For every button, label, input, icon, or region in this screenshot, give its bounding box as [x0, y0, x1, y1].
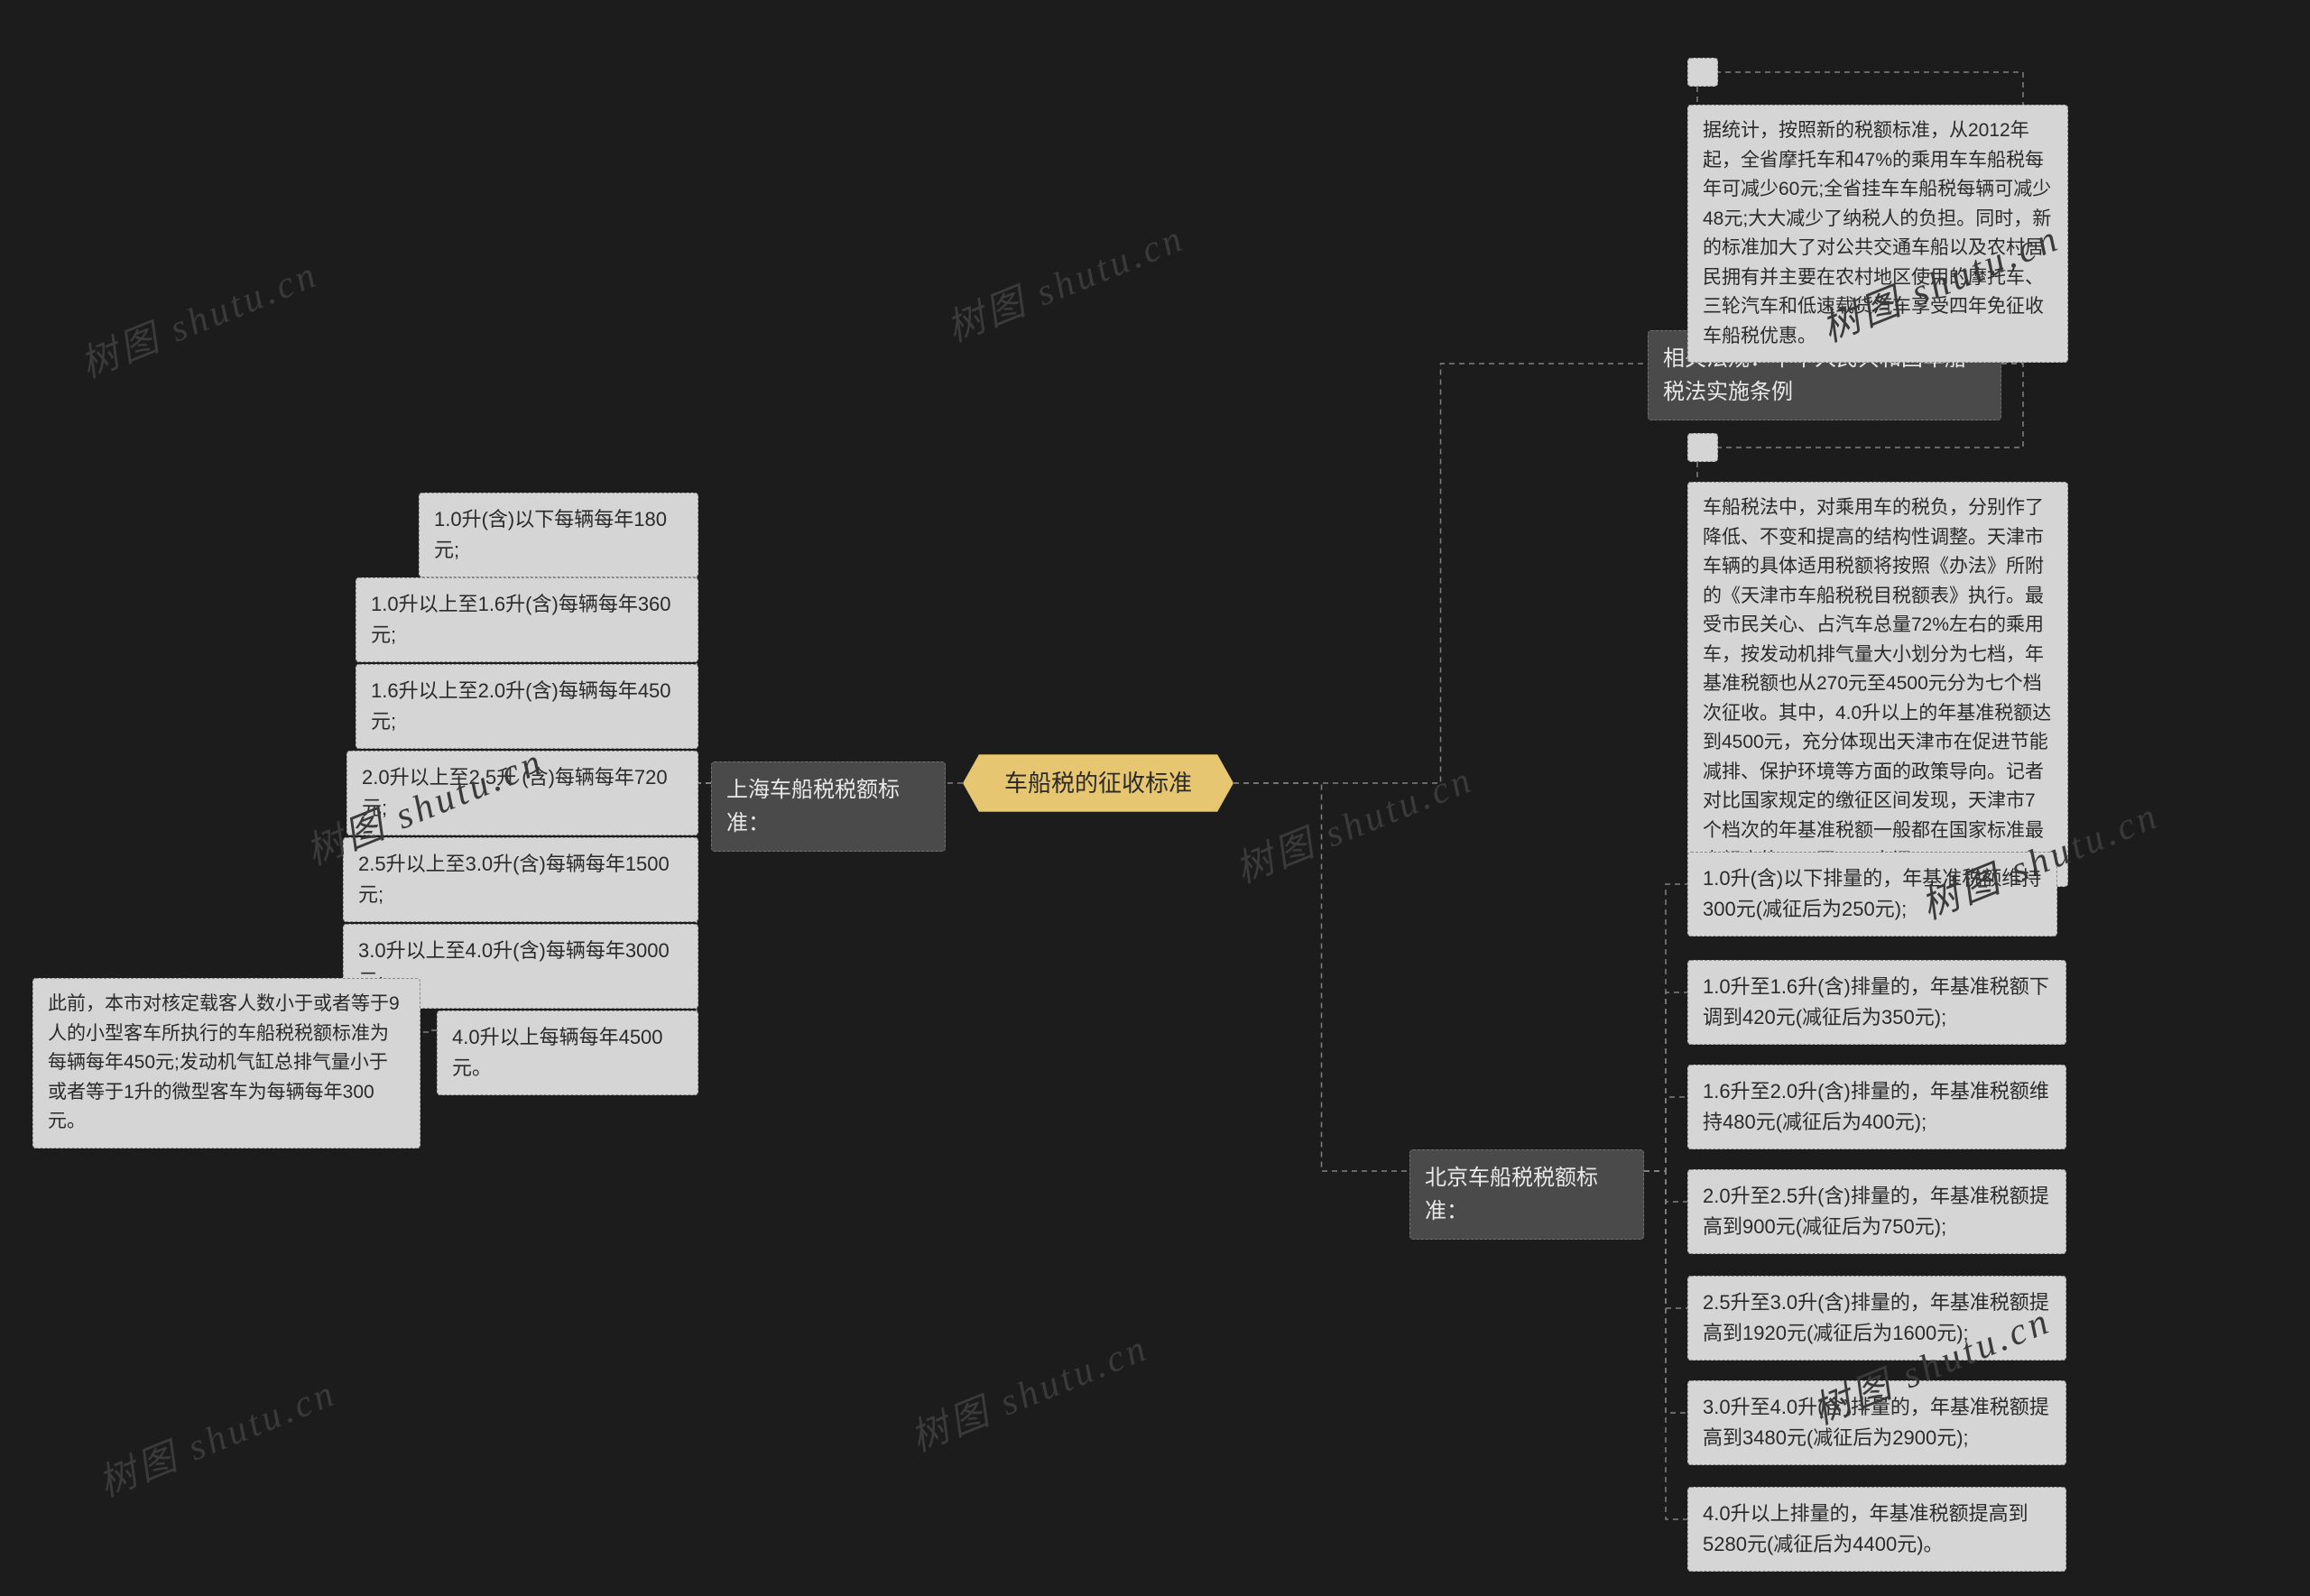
beijing-leaf-4: 2.5升至3.0升(含)排量的，年基准税额提高到1920元(减征后为1600元)… [1687, 1276, 2066, 1361]
beijing-leaf-4-label: 2.5升至3.0升(含)排量的，年基准税额提高到1920元(减征后为1600元)… [1703, 1291, 2049, 1344]
root-node: 车船税的征收标准 [963, 754, 1234, 812]
regulation-leaf-1 [1687, 433, 1718, 462]
regulation-leaf-0-child: 据统计，按照新的税额标准，从2012年起，全省摩托车和47%的乘用车车船税每年可… [1687, 105, 2068, 363]
watermark-4: 树图 shutu.cn [1226, 749, 1481, 894]
beijing-leaf-1: 1.0升至1.6升(含)排量的，年基准税额下调到420元(减征后为350元); [1687, 960, 2066, 1045]
beijing-leaf-6: 4.0升以上排量的，年基准税额提高到5280元(减征后为4400元)。 [1687, 1487, 2066, 1572]
beijing-leaf-0-label: 1.0升(含)以下排量的，年基准税额维持300元(减征后为250元); [1703, 867, 2041, 920]
shanghai-leaf-4: 2.5升以上至3.0升(含)每辆每年1500元; [343, 837, 698, 922]
branch-beijing: 北京车船税税额标准： [1409, 1149, 1644, 1240]
beijing-leaf-2: 1.6升至2.0升(含)排量的，年基准税额维持480元(减征后为400元); [1687, 1065, 2066, 1149]
shanghai-leaf-2-label: 1.6升以上至2.0升(含)每辆每年450元; [371, 679, 671, 733]
branch-shanghai-label: 上海车船税税额标准： [726, 778, 900, 835]
shanghai-leaf-3: 2.0升以上至2.5升 (含)每辆每年720元; [346, 751, 698, 835]
shanghai-leaf-0-label: 1.0升(含)以下每辆每年180元; [434, 508, 667, 561]
watermark-6: 树图 shutu.cn [89, 1362, 344, 1508]
watermark-7: 树图 shutu.cn [901, 1317, 1156, 1462]
regulation-leaf-0 [1687, 58, 1718, 87]
watermark-0: 树图 shutu.cn [71, 244, 326, 389]
shanghai-leaf-1: 1.0升以上至1.6升(含)每辆每年360元; [356, 577, 698, 662]
shanghai-leaf-3-label: 2.0升以上至2.5升 (含)每辆每年720元; [362, 766, 668, 819]
beijing-leaf-5: 3.0升至4.0升(含)排量的，年基准税额提高到3480元(减征后为2900元)… [1687, 1380, 2066, 1465]
beijing-leaf-5-label: 3.0升至4.0升(含)排量的，年基准税额提高到3480元(减征后为2900元)… [1703, 1396, 2049, 1449]
beijing-leaf-2-label: 1.6升至2.0升(含)排量的，年基准税额维持480元(减征后为400元); [1703, 1080, 2049, 1133]
regulation-leaf-1-child: 车船税法中，对乘用车的税负，分别作了降低、不变和提高的结构性调整。天津市车辆的具… [1687, 482, 2068, 887]
beijing-leaf-3-label: 2.0升至2.5升(含)排量的，年基准税额提高到900元(减征后为750元); [1703, 1185, 2049, 1238]
beijing-leaf-3: 2.0升至2.5升(含)排量的，年基准税额提高到900元(减征后为750元); [1687, 1169, 2066, 1254]
shanghai-leaf-2: 1.6升以上至2.0升(含)每辆每年450元; [356, 664, 698, 749]
regulation-leaf-1-child-label: 车船税法中，对乘用车的税负，分别作了降低、不变和提高的结构性调整。天津市车辆的具… [1703, 497, 2051, 871]
branch-beijing-label: 北京车船税税额标准： [1425, 1166, 1598, 1223]
shanghai-leaf-6-label: 4.0升以上每辆每年4500元。 [452, 1026, 663, 1079]
watermark-1: 树图 shutu.cn [938, 208, 1192, 353]
root-label: 车船税的征收标准 [1004, 765, 1192, 801]
shanghai-leaf-6-child: 此前，本市对核定载客人数小于或者等于9人的小型客车所执行的车船税税额标准为每辆每… [32, 978, 420, 1149]
regulation-leaf-0-child-label: 据统计，按照新的税额标准，从2012年起，全省摩托车和47%的乘用车车船税每年可… [1703, 120, 2051, 346]
shanghai-leaf-6: 4.0升以上每辆每年4500元。 [437, 1010, 698, 1095]
beijing-leaf-1-label: 1.0升至1.6升(含)排量的，年基准税额下调到420元(减征后为350元); [1703, 975, 2049, 1029]
shanghai-leaf-4-label: 2.5升以上至3.0升(含)每辆每年1500元; [358, 853, 670, 906]
beijing-leaf-0: 1.0升(含)以下排量的，年基准税额维持300元(减征后为250元); [1687, 852, 2057, 936]
beijing-leaf-6-label: 4.0升以上排量的，年基准税额提高到5280元(减征后为4400元)。 [1703, 1502, 2028, 1555]
shanghai-leaf-6-child-label: 此前，本市对核定载客人数小于或者等于9人的小型客车所执行的车船税税额标准为每辆每… [48, 993, 400, 1131]
shanghai-leaf-0: 1.0升(含)以下每辆每年180元; [419, 493, 698, 577]
shanghai-leaf-1-label: 1.0升以上至1.6升(含)每辆每年360元; [371, 593, 671, 646]
branch-shanghai: 上海车船税税额标准： [711, 761, 946, 852]
